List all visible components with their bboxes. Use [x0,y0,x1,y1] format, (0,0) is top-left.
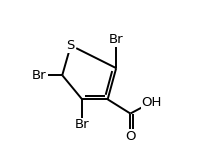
Text: Br: Br [75,118,89,131]
Text: Br: Br [32,69,47,82]
Text: Br: Br [109,33,123,46]
Text: S: S [67,39,75,52]
Text: O: O [125,130,136,143]
Text: OH: OH [142,96,162,109]
